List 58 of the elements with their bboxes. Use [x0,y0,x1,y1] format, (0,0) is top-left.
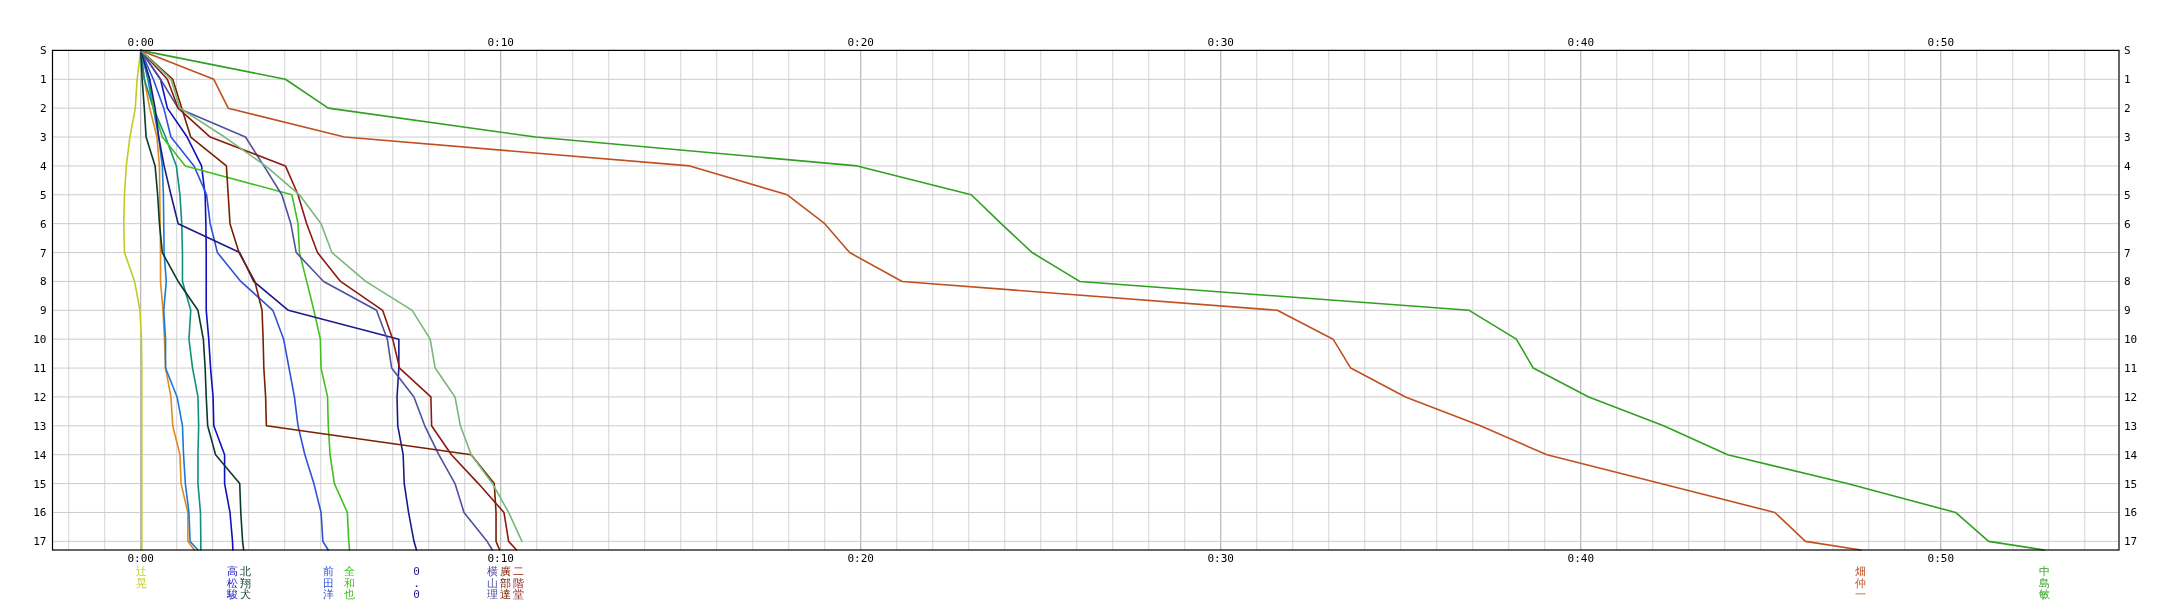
y2-tick-label: 4 [2124,159,2131,173]
y-tick-label: 4 [39,159,47,173]
label-中島敏: 中島敏 [2038,565,2050,600]
x-tick-label: 0:50 [1927,36,1955,50]
label-二階堂: 二階堂 [512,565,524,600]
label-高松駿: 高松駿 [227,565,239,600]
y-tick-label: 12 [33,390,47,404]
x-tick-label: 0:40 [1567,36,1595,50]
y-tick-label: 3 [39,131,47,145]
y-tick-label: 16 [33,506,47,520]
label-横山理: 横山理 [486,565,498,600]
y-tick-label: 1 [39,73,47,87]
y2-tick-label: 15 [2124,477,2138,491]
y2-tick-label: 8 [2124,275,2131,289]
label-辻晃: 辻晃 [136,565,148,590]
y2-tick-label: 10 [2124,333,2138,347]
y2-tick-label: 5 [2124,188,2131,202]
x2-tick-label: 0:30 [1207,552,1235,565]
y-tick-label: 11 [33,362,47,376]
y2-tick-label: S [2124,44,2131,58]
x2-tick-label: 0:10 [487,552,514,565]
y-tick-label: 6 [39,217,47,231]
y2-tick-label: 3 [2124,131,2131,145]
y2-tick-label: 1 [2124,73,2131,87]
x2-tick-label: 0:50 [1927,552,1955,565]
y-tick-label: 5 [39,188,47,202]
label-廣部達: 廣部達 [499,565,511,600]
label-北翔犬: 北翔犬 [240,565,252,600]
x-tick-label: 0:10 [487,36,514,50]
y-tick-label: 10 [33,333,47,347]
x2-tick-label: 0:20 [847,552,874,565]
label-全和也: 全和也 [344,565,355,600]
y2-tick-label: 11 [2124,362,2138,376]
y-tick-label: 2 [39,102,47,116]
y-tick-label: 7 [39,246,47,260]
x-tick-label: 0:30 [1207,36,1235,50]
y2-tick-label: 2 [2124,102,2131,116]
x-tick-label: 0:20 [847,36,874,50]
x2-tick-label: 0:00 [127,552,154,565]
y2-tick-label: 6 [2124,217,2131,231]
y2-tick-label: 9 [2124,304,2131,318]
y2-tick-label: 12 [2124,390,2138,404]
label-畑仲一: 畑仲一 [1855,565,1867,600]
y-tick-label: 17 [33,535,47,549]
y-tick-label: 13 [33,419,47,433]
y2-tick-label: 13 [2124,419,2138,433]
y-tick-label: 14 [33,448,47,462]
y-tick-label: 8 [39,275,47,289]
y2-tick-label: 17 [2124,535,2138,549]
label-前田洋: 前田洋 [322,565,334,600]
x2-tick-label: 0:40 [1567,552,1595,565]
y2-tick-label: 14 [2124,448,2138,462]
y-tick-label: 9 [39,304,47,318]
y-tick-label: S [39,44,47,58]
x-tick-label: 0:00 [127,36,154,50]
y2-tick-label: 16 [2124,506,2138,520]
y-tick-label: 15 [33,477,47,491]
y2-tick-label: 7 [2124,246,2131,260]
